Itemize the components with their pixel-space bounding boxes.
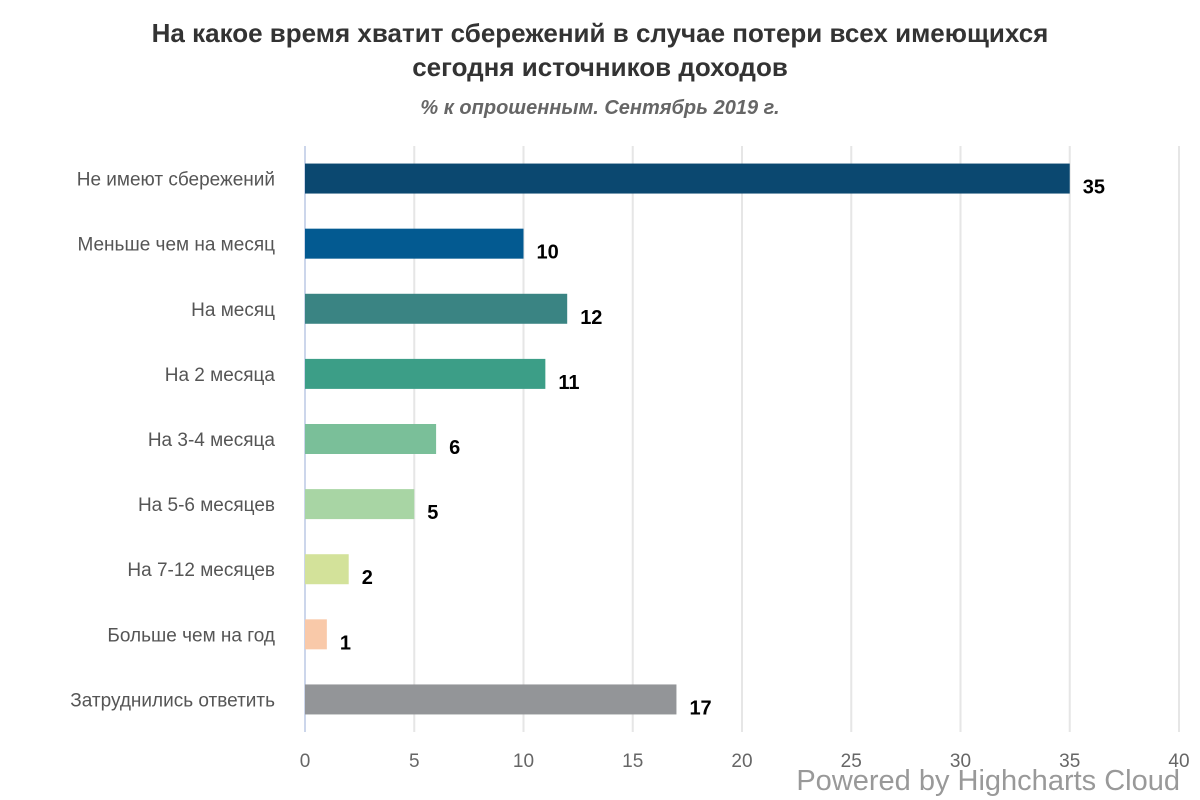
category-label: Больше чем на год	[107, 625, 275, 646]
category-label: На 2 месяца	[165, 365, 276, 386]
x-tick-label: 30	[950, 751, 971, 772]
category-label: На 7-12 месяцев	[127, 560, 275, 581]
chart-title-line: сегодня источников доходов	[412, 52, 788, 82]
data-label: 11	[558, 372, 579, 394]
chart-subtitle: % к опрошенным. Сентябрь 2019 г.	[420, 97, 779, 119]
bar[interactable]	[305, 554, 349, 585]
x-tick-label: 5	[409, 751, 420, 772]
data-label: 10	[537, 242, 559, 264]
chart-title: На какое время хватит сбережений в случа…	[152, 18, 1049, 82]
chart-title-line: На какое время хватит сбережений в случа…	[152, 18, 1049, 48]
credits-link[interactable]: Powered by Highcharts Cloud	[796, 765, 1180, 797]
data-label: 35	[1083, 177, 1105, 199]
category-axis-labels: Не имеют сбережений Меньше чем на месяц На…	[70, 170, 275, 712]
x-tick-label: 25	[841, 751, 862, 772]
data-label: 2	[362, 567, 373, 589]
x-tick-label: 15	[622, 751, 643, 772]
bar[interactable]	[305, 293, 568, 324]
value-axis-labels: 0 5 10 15 20 25 30 35 40	[300, 751, 1190, 772]
category-label: На 3-4 месяца	[148, 430, 276, 451]
x-tick-label: 10	[513, 751, 534, 772]
data-label: 17	[689, 697, 711, 719]
data-labels: 35 10 12 11 6 5 2 1 17	[340, 177, 1105, 720]
category-label: На 5-6 месяцев	[138, 495, 275, 516]
x-tick-label: 0	[300, 751, 311, 772]
x-tick-label: 35	[1059, 751, 1080, 772]
data-label: 6	[449, 437, 460, 459]
bar-series	[305, 163, 1070, 715]
bar[interactable]	[305, 424, 437, 454]
data-label: 1	[340, 632, 351, 654]
bar[interactable]	[305, 228, 524, 259]
bar[interactable]	[305, 489, 415, 520]
bar[interactable]	[305, 163, 1070, 194]
category-label: Не имеют сбережений	[77, 170, 275, 191]
category-label: На месяц	[191, 300, 275, 321]
bar[interactable]	[305, 358, 546, 389]
x-tick-label: 40	[1168, 751, 1189, 772]
data-label: 5	[427, 502, 438, 524]
category-label: Затруднились ответить	[70, 690, 275, 711]
bar[interactable]	[305, 619, 327, 650]
data-label: 12	[580, 307, 602, 329]
x-tick-label: 20	[731, 751, 752, 772]
category-label: Меньше чем на месяц	[77, 235, 275, 256]
bar[interactable]	[305, 684, 677, 715]
